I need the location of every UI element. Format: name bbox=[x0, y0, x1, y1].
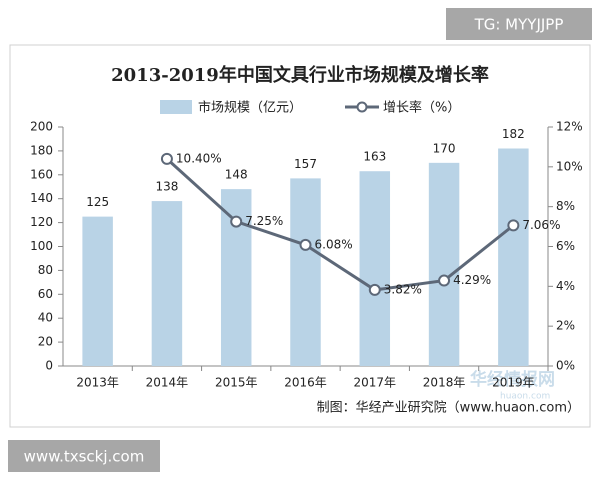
line-marker bbox=[160, 152, 173, 165]
x-tick-label: 2018年 bbox=[423, 376, 466, 390]
line-marker bbox=[230, 215, 243, 228]
x-tick-label: 2019年 bbox=[492, 376, 535, 390]
line-label: 6.08% bbox=[315, 237, 353, 251]
y-tick-label: 80 bbox=[38, 263, 53, 277]
y-tick-label: 120 bbox=[30, 215, 53, 229]
bar-label: 182 bbox=[502, 127, 525, 141]
line-label: 3.82% bbox=[384, 282, 422, 296]
bar bbox=[428, 162, 460, 366]
bar-label: 138 bbox=[155, 180, 178, 194]
line-label: 4.29% bbox=[453, 273, 491, 287]
bar-label: 148 bbox=[225, 168, 248, 182]
x-tick-label: 2016年 bbox=[284, 376, 327, 390]
line-marker bbox=[438, 274, 451, 287]
line-marker bbox=[507, 219, 520, 232]
y2-tick-label: 10% bbox=[556, 159, 583, 173]
watermark-box bbox=[8, 440, 160, 472]
bar-label: 170 bbox=[433, 141, 456, 155]
y-tick-label: 60 bbox=[38, 287, 53, 301]
y-tick-label: 160 bbox=[30, 167, 53, 181]
legend-swatch bbox=[160, 100, 192, 114]
bar bbox=[82, 216, 113, 366]
line-marker bbox=[299, 238, 312, 251]
x-tick-label: 2014年 bbox=[146, 376, 189, 390]
watermark-logo-url: huaon.com bbox=[500, 392, 550, 402]
bar bbox=[359, 171, 391, 366]
bar-label: 125 bbox=[86, 195, 109, 209]
y-tick-label: 100 bbox=[30, 239, 53, 253]
line-label: 7.25% bbox=[245, 214, 283, 228]
y2-tick-label: 2% bbox=[556, 319, 575, 333]
source: 制图：华经产业研究院（www.huaon.com） bbox=[317, 401, 580, 416]
y2-tick-label: 8% bbox=[556, 199, 575, 213]
watermark: TG: MYYJJPP bbox=[474, 16, 564, 34]
legend-label: 市场规模（亿元） bbox=[198, 100, 302, 116]
y-tick-label: 0 bbox=[45, 359, 53, 373]
bar-label: 163 bbox=[363, 150, 386, 164]
watermark-box bbox=[446, 8, 592, 40]
line-marker bbox=[368, 283, 381, 296]
y-tick-label: 200 bbox=[30, 120, 53, 134]
line-label: 7.06% bbox=[522, 218, 560, 232]
y2-tick-label: 6% bbox=[556, 239, 575, 253]
y2-tick-label: 12% bbox=[556, 120, 583, 134]
y-tick-label: 140 bbox=[30, 191, 53, 205]
watermark: www.txsckj.com bbox=[24, 448, 145, 466]
line-label: 10.40% bbox=[176, 151, 222, 165]
x-tick-label: 2013年 bbox=[76, 376, 119, 390]
y-tick-label: 180 bbox=[30, 143, 53, 157]
bar bbox=[151, 201, 183, 366]
legend-label: 增长率（%） bbox=[383, 100, 460, 116]
chart-title: 2013-2019年中国文具行业市场规模及增长率 bbox=[111, 64, 489, 86]
y-tick-label: 20 bbox=[38, 335, 53, 349]
x-tick-label: 2017年 bbox=[354, 376, 397, 390]
y2-tick-label: 0% bbox=[556, 359, 575, 373]
watermark-logo: 华经情报网 bbox=[470, 369, 555, 390]
bar-label: 157 bbox=[294, 157, 317, 171]
legend-swatch bbox=[356, 101, 368, 113]
line bbox=[165, 157, 515, 292]
bar bbox=[498, 148, 529, 366]
y2-tick-label: 4% bbox=[556, 279, 575, 293]
y-tick-label: 40 bbox=[38, 311, 53, 325]
bar bbox=[290, 178, 321, 366]
x-tick-label: 2015年 bbox=[215, 376, 258, 390]
